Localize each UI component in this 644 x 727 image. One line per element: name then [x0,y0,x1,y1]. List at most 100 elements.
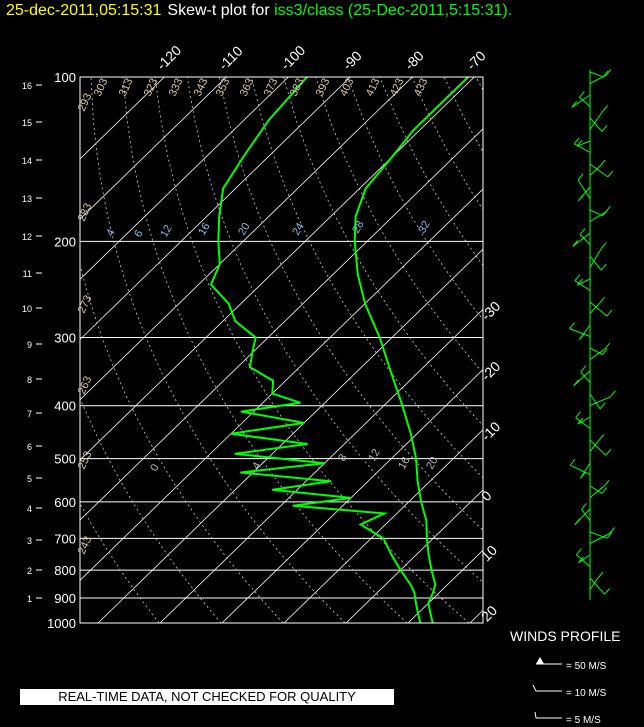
dry-adiabat-label: 303 [92,77,111,99]
isotherm-line [345,489,483,623]
height-km-label: 4 [27,504,32,514]
dewpoint-trace [209,77,422,623]
wind-barb-flag [579,228,586,235]
dry-adiabat-label: 243 [76,535,95,557]
wind-barb-flag [580,471,586,479]
mixing-ratio-label: 12 [158,223,175,240]
wind-barb [576,554,591,567]
wind-barb-flag [575,411,581,419]
dewpoint-point [254,336,257,339]
height-km-label: 3 [27,536,32,546]
temperature-point [390,373,393,375]
isotherm-line [80,77,289,280]
quality-disclaimer: REAL-TIME DATA, NOT CHECKED FOR QUALITY [20,689,394,705]
wind-barb-flag [578,194,584,202]
wind-barb-flag [601,487,608,494]
height-km-label: 7 [27,409,32,419]
dry-adiabat-line [186,77,483,583]
height-km-label: 2 [27,566,32,576]
wind-barb [589,577,599,590]
wind-barb-flag [576,548,582,556]
wind-barb-flag [578,556,584,564]
wind-barb-flag [605,448,612,456]
temperature-point [378,336,381,339]
dry-adiabat-line [572,77,644,623]
mixing-ratio-label: 4 [104,227,117,238]
wind-barb-flag [569,458,576,466]
dewpoint-point [292,505,294,507]
wind-barb [589,577,606,595]
mixing-ratio-label: 6 [132,228,145,239]
dewpoint-point [271,488,274,491]
isotherm-right-label: 10 [478,542,500,564]
pressure-tick-label: 500 [54,452,76,467]
wind-barb [577,278,591,286]
wind-barb-flag [573,379,580,387]
temperature-point [391,156,394,158]
height-km-label: 16 [22,81,32,91]
wind-barb [589,485,605,498]
dry-adiabat-label: 353 [214,77,233,99]
temperature-point [353,240,356,243]
dry-adiabat-line [604,77,644,623]
dry-adiabat-label: 403 [338,77,357,99]
height-km-label: 9 [27,340,32,350]
isotherm-top-label: -100 [277,42,308,73]
wind-barb [589,255,602,271]
pressure-tick-label: 300 [54,331,76,346]
wind-barb [573,370,591,387]
wind-barb [589,163,609,178]
wind-barb [589,301,608,317]
isotherm-line [80,77,351,341]
wind-barb [575,417,591,429]
pressure-tick-label: 800 [54,563,76,578]
wind-barb-flag [598,434,605,441]
wind-barb-flag [609,390,616,398]
temperature-point [415,457,417,460]
title-station: iss3/class [274,2,344,19]
dewpoint-point [323,462,326,465]
dry-adiabat-line [154,77,470,623]
isotherm-line [97,248,483,623]
dewpoint-point [267,119,270,121]
temperature-trace [353,77,469,623]
dry-adiabat-line [508,77,644,623]
temperature-point [365,187,367,190]
wind-barb [589,248,602,268]
moist-adiabat-label: 16 [396,455,413,472]
dewpoint-point [306,443,309,445]
wind-barb-flag [577,173,584,181]
dry-adiabat-label: 313 [117,77,136,99]
title-date: 25-dec-2011,05:15:31 [6,2,162,19]
wind-barb [581,508,591,521]
isotherm-line [594,77,644,623]
dry-adiabat-label: 363 [238,77,257,99]
wind-barb [589,531,608,539]
pressure-tick-label: 200 [54,234,76,249]
wind-barb-flag [607,170,614,178]
wind-barb [577,179,591,199]
wind-barb-flag [579,90,585,98]
height-km-label: 5 [27,474,32,484]
dewpoint-point [239,471,242,474]
dewpoint-point [227,302,230,305]
isotherm-line [407,549,483,623]
dry-adiabat-label: 323 [142,77,161,99]
pressure-tick-label: 600 [54,495,76,510]
temperature-point [420,501,423,503]
temperature-point [427,602,430,604]
dry-adiabat-label: 413 [364,77,383,99]
wind-barb [589,348,605,360]
wind-barb [578,554,591,564]
dewpoint-point [218,215,220,218]
dewpoint-point [219,263,221,265]
wind-barb [589,117,603,132]
wind-barb-flag [599,296,605,304]
temperature-point [425,520,428,522]
dewpoint-point [382,537,385,540]
dewpoint-point [242,156,245,158]
wind-barb-flag [609,527,615,534]
height-km-label: 6 [27,442,32,452]
winds-profile-title: WINDS PROFILE [510,628,621,644]
